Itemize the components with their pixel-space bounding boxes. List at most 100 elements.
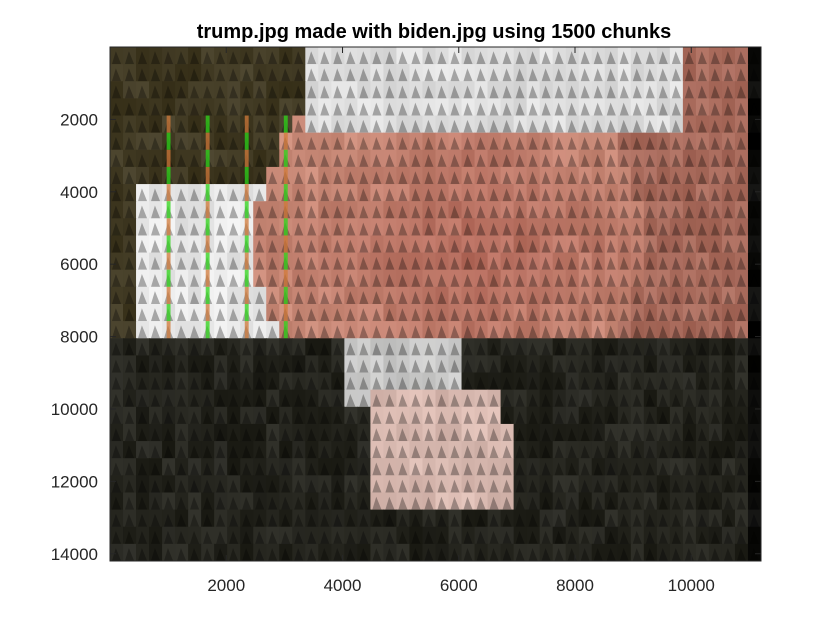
mosaic-tile-motif <box>203 85 213 99</box>
mosaic-tile-motif <box>502 171 512 185</box>
mosaic-tile-motif <box>476 479 486 493</box>
mosaic-tile-motif <box>619 531 629 544</box>
mosaic-tile-motif <box>385 359 395 373</box>
mosaic-tile-motif <box>541 136 551 150</box>
mosaic-tile-motif <box>385 136 395 150</box>
mosaic-tile-motif <box>489 51 499 65</box>
mosaic-tile-stripe <box>166 286 171 305</box>
mosaic-tile-motif <box>346 445 356 459</box>
mosaic-tile-motif <box>411 205 421 219</box>
mosaic-tile-motif <box>697 119 707 133</box>
mosaic-tile-motif <box>528 274 538 287</box>
mosaic-tile-motif <box>216 308 226 322</box>
mosaic-tile-motif <box>593 428 603 442</box>
mosaic-tile-motif <box>268 256 278 270</box>
mosaic-tile-motif <box>710 274 720 287</box>
mosaic-tile-motif <box>658 479 668 493</box>
mosaic-tile-motif <box>137 462 148 476</box>
mosaic-tile-motif <box>580 291 590 304</box>
mosaic-tile-motif <box>398 376 408 390</box>
mosaic-tile-motif <box>632 531 642 544</box>
mosaic-tile-motif <box>554 513 564 527</box>
mosaic-tile-motif <box>242 513 252 527</box>
mosaic-tile-motif <box>111 376 122 390</box>
mosaic-tile-stripe <box>283 321 288 339</box>
mosaic-tile-motif <box>359 308 369 322</box>
mosaic-tile-motif <box>658 548 668 561</box>
mosaic-tile-motif <box>424 68 434 82</box>
mosaic-tile-motif <box>723 308 734 322</box>
mosaic-tile-motif <box>567 548 577 561</box>
mosaic-tile-motif <box>190 308 200 322</box>
mosaic-tile-motif <box>476 513 486 527</box>
mosaic-tile-motif <box>697 222 707 236</box>
mosaic-tile-motif <box>606 154 616 167</box>
mosaic-tile-motif <box>593 51 603 65</box>
mosaic-tile-motif <box>749 119 760 133</box>
mosaic-tile-motif <box>749 239 760 253</box>
mosaic-tile-motif <box>177 445 187 459</box>
mosaic-tile-motif <box>229 136 239 150</box>
mosaic-tile-motif <box>216 68 226 82</box>
mosaic-tile-motif <box>541 479 551 493</box>
mosaic-tile-motif <box>489 291 499 304</box>
mosaic-tile-motif <box>307 85 317 99</box>
mosaic-tile-motif <box>320 239 330 253</box>
mosaic-tile-motif <box>437 513 447 527</box>
mosaic-tile-motif <box>177 428 187 442</box>
mosaic-tile-motif <box>359 479 369 493</box>
mosaic-tile-motif <box>671 291 681 304</box>
mosaic-tile-motif <box>437 393 447 407</box>
mosaic-tile-motif <box>450 342 460 356</box>
mosaic-tile-motif <box>697 256 707 270</box>
mosaic-tile-motif <box>736 342 747 356</box>
mosaic-tile-motif <box>307 171 317 185</box>
mosaic-tile-motif <box>398 222 408 236</box>
mosaic-tile-motif <box>723 445 734 459</box>
mosaic-tile-motif <box>294 393 304 407</box>
mosaic-tile-motif <box>437 51 447 65</box>
mosaic-tile-motif <box>515 171 525 185</box>
mosaic-tile-motif <box>294 479 304 493</box>
mosaic-tile-motif <box>515 359 525 373</box>
mosaic-tile-motif <box>476 308 486 322</box>
mosaic-tile-motif <box>411 222 421 236</box>
mosaic-tile-motif <box>541 308 551 322</box>
mosaic-tile-motif <box>684 205 694 219</box>
mosaic-tile-motif <box>333 102 343 116</box>
mosaic-tile-motif <box>177 291 187 304</box>
mosaic-tile-motif <box>619 342 629 356</box>
mosaic-tile-motif <box>658 85 668 99</box>
mosaic-tile-motif <box>658 188 668 202</box>
mosaic-tile-motif <box>359 462 369 476</box>
mosaic-tile-motif <box>632 256 642 270</box>
mosaic-tile-motif <box>697 513 707 527</box>
mosaic-tile-stripe <box>244 201 249 219</box>
mosaic-tile-motif <box>398 531 408 544</box>
mosaic-tile-motif <box>515 222 525 236</box>
mosaic-tile-motif <box>541 411 551 424</box>
x-axis: 2000 4000 6000 8000 10000 <box>207 47 715 595</box>
mosaic-tile-motif <box>229 222 239 236</box>
mosaic-tile-motif <box>281 102 291 116</box>
mosaic-tile-motif <box>137 291 148 304</box>
mosaic-tile-motif <box>372 445 382 459</box>
mosaic-tile-stripe <box>283 252 288 271</box>
mosaic-tile-motif <box>749 154 760 167</box>
mosaic-tile-motif <box>658 205 668 219</box>
mosaic-tile-motif <box>515 205 525 219</box>
mosaic-tile-motif <box>124 205 135 219</box>
mosaic-tile-motif <box>554 256 564 270</box>
mosaic-tile-motif <box>580 411 590 424</box>
mosaic-tile-motif <box>216 256 226 270</box>
mosaic-tile-motif <box>229 479 239 493</box>
mosaic-tile-motif <box>723 85 734 99</box>
mosaic-tile-motif <box>723 342 734 356</box>
mosaic-tile-motif <box>333 531 343 544</box>
mosaic-tile-motif <box>346 51 356 65</box>
mosaic-tile-motif <box>385 256 395 270</box>
mosaic-tile-motif <box>411 548 421 561</box>
mosaic-tile-motif <box>671 359 681 373</box>
mosaic-tile-motif <box>190 291 200 304</box>
mosaic-tile-motif <box>411 531 421 544</box>
